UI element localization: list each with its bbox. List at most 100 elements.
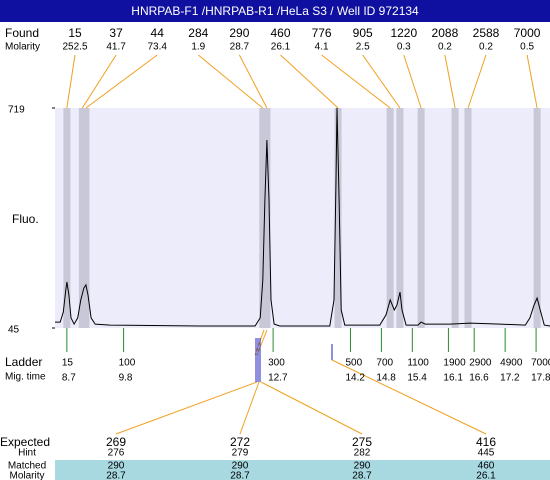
expected-expected: 269 [106, 435, 126, 449]
found-label: Found [5, 26, 39, 40]
found-molarity: 73.4 [147, 42, 167, 53]
peak-band [464, 108, 472, 328]
peak-band [82, 108, 90, 328]
ladder-time: 16.1 [443, 373, 463, 384]
found-molarity: 26.1 [271, 42, 291, 53]
ladder-size: 700 [376, 358, 393, 369]
found-connector [362, 54, 401, 109]
found-molarity: 0.3 [397, 42, 411, 53]
found-molarity: 252.5 [62, 42, 87, 53]
peak-band [533, 108, 541, 328]
matched-band [55, 460, 550, 480]
expected-hint: 445 [478, 448, 495, 459]
peak-band [386, 108, 394, 328]
peak-band [396, 108, 404, 328]
peak-band [259, 108, 267, 328]
ladder-time: 15.4 [407, 373, 427, 384]
found-connector [81, 54, 117, 109]
peak-band [451, 108, 459, 328]
found-size: 776 [312, 26, 332, 40]
expected-matched: 290 [232, 461, 249, 472]
found-connector [197, 54, 264, 109]
found-connector [321, 54, 391, 109]
chart-title: HNRPAB-F1 /HNRPAB-R1 /HeLa S3 / Well ID … [131, 4, 419, 18]
peak-band [63, 108, 71, 328]
found-size: 37 [109, 26, 123, 40]
found-size: 905 [353, 26, 373, 40]
ladder-time: 14.8 [376, 373, 396, 384]
trace [55, 107, 550, 327]
expected-matched: 290 [354, 461, 371, 472]
expected-matched: 460 [478, 461, 495, 472]
ladder-size: 7000 [531, 358, 550, 369]
ladder-time: 17.8 [531, 373, 550, 384]
peak-band [334, 108, 342, 328]
ladder-time: 9.8 [119, 373, 133, 384]
expected-matched: 290 [108, 461, 125, 472]
expected-hint: 276 [108, 448, 125, 459]
expected-molarity: 28.7 [352, 471, 372, 480]
ladder-size: 100 [119, 358, 136, 369]
found-connector [85, 54, 158, 109]
ladder-size: 15 [62, 358, 74, 369]
found-connector [66, 54, 76, 109]
expected-row-label: Expected [0, 435, 50, 449]
ladder-time: 8.7 [62, 373, 76, 384]
found-size: 290 [229, 26, 249, 40]
title-bar [0, 0, 550, 22]
found-molarity: 0.2 [438, 42, 452, 53]
expected-expected: 416 [476, 435, 496, 449]
y-axis-label: Fluo. [12, 212, 39, 226]
ladder-time: 16.6 [469, 373, 489, 384]
found-connector [526, 54, 538, 109]
y-tick-label: 45 [8, 325, 20, 336]
found-molarity: 41.7 [106, 42, 126, 53]
found-molarity: 2.5 [356, 42, 370, 53]
found-connector [238, 54, 268, 109]
expected-markers [255, 338, 333, 382]
found-size: 44 [151, 26, 165, 40]
found-size: 2088 [432, 26, 459, 40]
ladder-size: 2900 [469, 358, 492, 369]
peak-band [417, 108, 425, 328]
plot-area [55, 108, 550, 328]
ladder-size: 1900 [443, 358, 466, 369]
mig-time-label: Mig. time [5, 372, 46, 383]
expected-hint: 279 [232, 448, 249, 459]
ladder-size: 1100 [407, 358, 429, 369]
found-size: 284 [188, 26, 208, 40]
expected-molarity: 26.1 [476, 471, 496, 480]
expected-molarity: 28.7 [106, 471, 126, 480]
ladder-size: 300 [268, 358, 285, 369]
y-tick-label: 719 [8, 105, 25, 116]
found-size: 7000 [514, 26, 541, 40]
peak-band [78, 108, 86, 328]
ladder-time: 17.2 [500, 373, 520, 384]
expected-molarity: 28.7 [230, 471, 250, 480]
ladder-size: 500 [345, 358, 362, 369]
expected-connectors [115, 329, 487, 435]
found-connector [403, 54, 422, 109]
found-size: 1220 [390, 26, 417, 40]
found-molarity: 28.7 [230, 42, 250, 53]
expected-row-label: Molarity [9, 471, 44, 480]
expected-expected: 275 [352, 435, 372, 449]
peak-band [263, 108, 271, 328]
found-connector [444, 54, 456, 109]
found-molarity: 1.9 [191, 42, 205, 53]
found-molarity: 4.1 [315, 42, 329, 53]
found-size: 460 [270, 26, 290, 40]
expected-row-label: Matched [8, 461, 46, 472]
expected-hint: 282 [354, 448, 371, 459]
ladder-time: 12.7 [268, 373, 288, 384]
ladder-label: Ladder [5, 355, 42, 369]
found-size: 15 [68, 26, 82, 40]
ladder-time: 14.2 [345, 373, 365, 384]
molarity-label: Molarity [5, 42, 40, 53]
ladder-size: 4900 [500, 358, 523, 369]
found-molarity: 0.2 [479, 42, 493, 53]
expected-row-label: Hint [18, 448, 36, 459]
expected-expected: 272 [230, 435, 250, 449]
